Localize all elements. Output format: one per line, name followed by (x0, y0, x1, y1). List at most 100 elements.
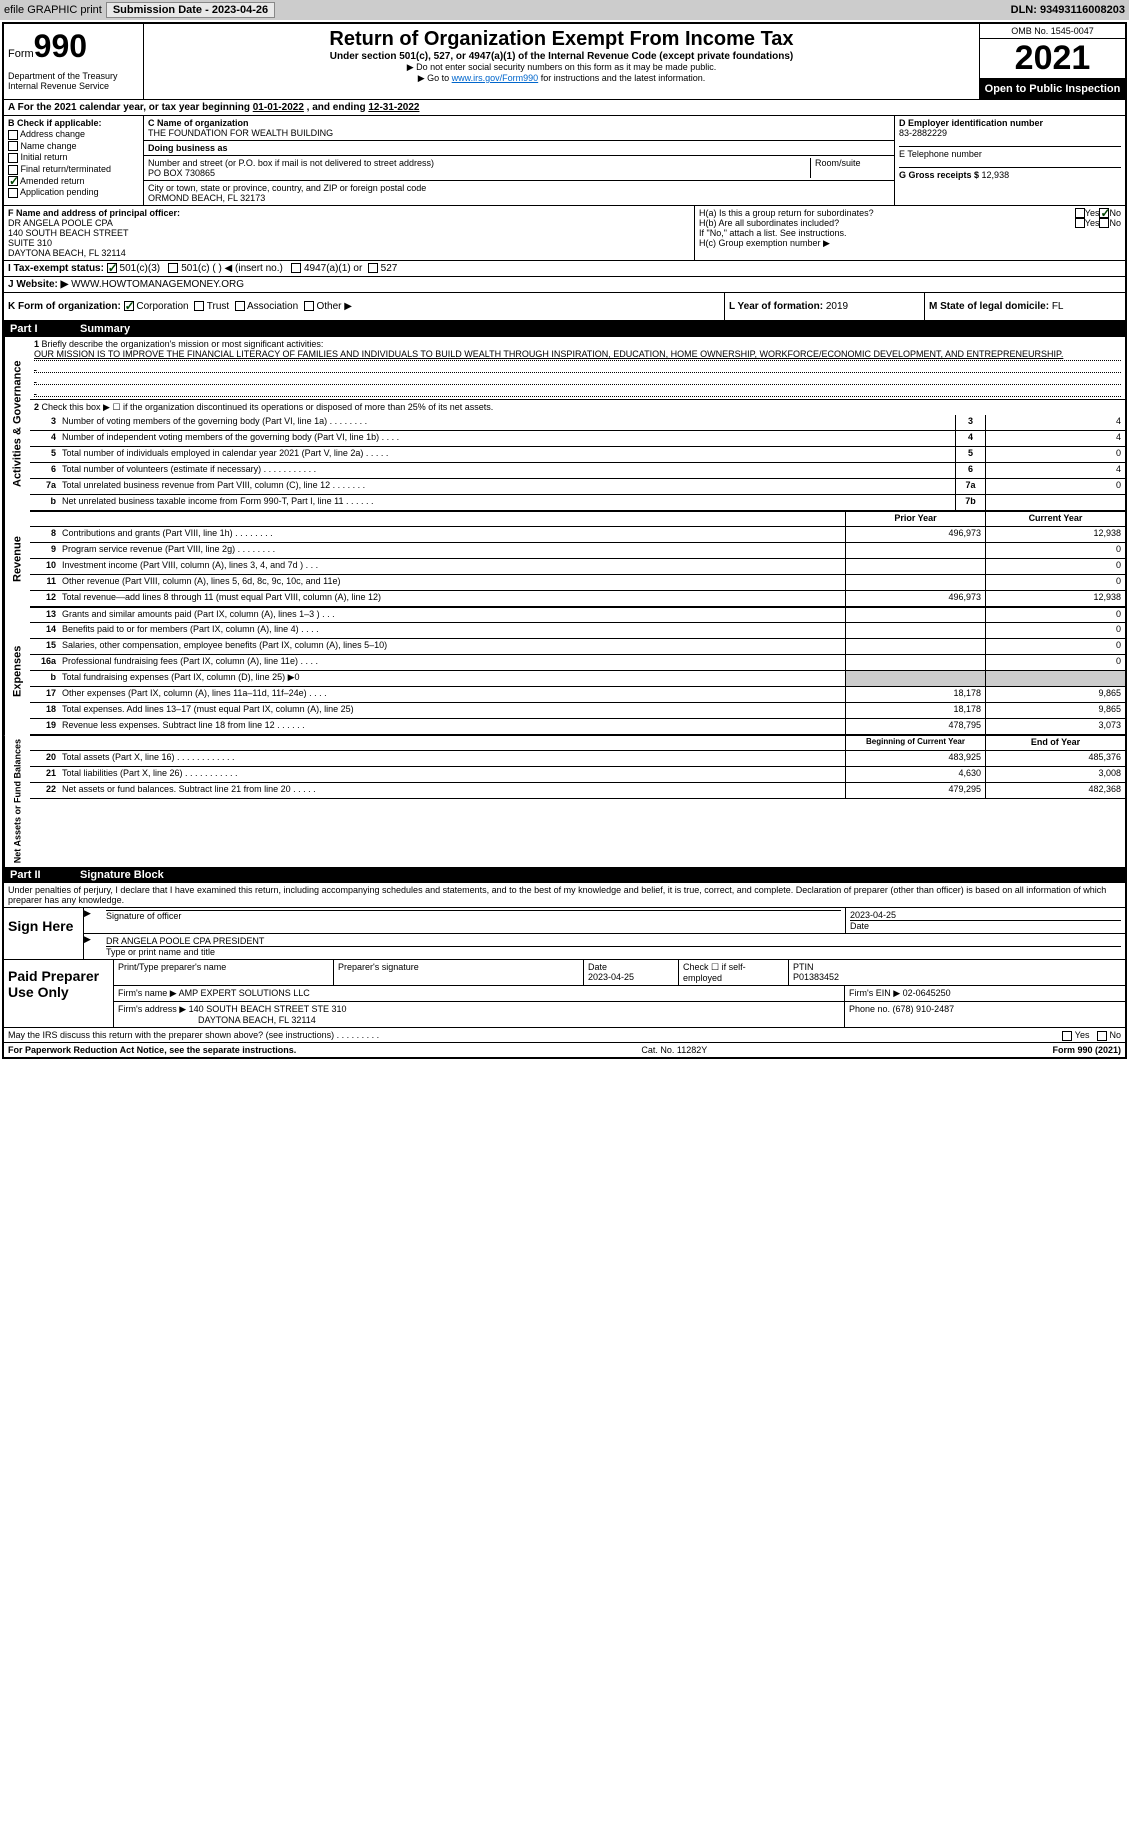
revenue-section: Revenue Prior YearCurrent Year 8Contribu… (4, 511, 1125, 607)
line-1: 1 Briefly describe the organization's mi… (30, 337, 1125, 400)
signature-declaration: Under penalties of perjury, I declare th… (4, 883, 1125, 908)
city-row: City or town, state or province, country… (144, 181, 894, 205)
discuss-yes[interactable] (1062, 1031, 1072, 1041)
firm-phone: (678) 910-2487 (893, 1004, 955, 1014)
efile-label: efile GRAPHIC print (4, 4, 102, 16)
chk-assoc[interactable] (235, 301, 245, 311)
section-f: F Name and address of principal officer:… (4, 206, 695, 260)
sig-date: 2023-04-25 (850, 910, 1121, 920)
tel-label: E Telephone number (899, 149, 1121, 159)
arrow-icon: ▶ (84, 908, 102, 933)
chk-initial[interactable]: Initial return (8, 152, 139, 163)
irs-link[interactable]: www.irs.gov/Form990 (452, 73, 539, 83)
chk-amended[interactable]: Amended return (8, 176, 139, 187)
line6-val: 4 (985, 463, 1125, 478)
dln-label: DLN: 93493116008203 (1011, 4, 1125, 16)
period-end: 12-31-2022 (368, 102, 419, 113)
officer-city: DAYTONA BEACH, FL 32114 (8, 248, 690, 258)
side-label-net: Net Assets or Fund Balances (4, 735, 30, 867)
chk-other[interactable] (304, 301, 314, 311)
expenses-section: Expenses 13Grants and similar amounts pa… (4, 607, 1125, 735)
hb-yes[interactable] (1075, 218, 1085, 228)
line12-current: 12,938 (985, 591, 1125, 606)
side-label-expenses: Expenses (4, 607, 30, 735)
submission-date-button[interactable]: Submission Date - 2023-04-26 (106, 2, 275, 18)
officer-addr1: 140 SOUTH BEACH STREET (8, 228, 690, 238)
discuss-no[interactable] (1097, 1031, 1107, 1041)
form-header: Form990 Department of the Treasury Inter… (4, 24, 1125, 100)
section-h: H(a) Is this a group return for subordin… (695, 206, 1125, 260)
officer-row: F Name and address of principal officer:… (4, 206, 1125, 261)
firm-addr2: DAYTONA BEACH, FL 32114 (118, 1015, 840, 1025)
website-value: WWW.HOWTOMANAGEMONEY.ORG (71, 279, 244, 290)
period-begin: 01-01-2022 (253, 102, 304, 113)
note-ssn: ▶ Do not enter social security numbers o… (148, 62, 975, 73)
cat-number: Cat. No. 11282Y (296, 1045, 1052, 1055)
chk-501c[interactable] (168, 263, 178, 273)
section-m: M State of legal domicile: FL (925, 293, 1125, 320)
section-b: B Check if applicable: Address change Na… (4, 116, 144, 205)
section-c: C Name of organization THE FOUNDATION FO… (144, 116, 895, 205)
section-j: J Website: ▶ WWW.HOWTOMANAGEMONEY.ORG (4, 277, 1125, 293)
line5-val: 0 (985, 447, 1125, 462)
chk-501c3[interactable] (107, 263, 117, 273)
chk-final[interactable]: Final return/terminated (8, 164, 139, 175)
section-b-label: B Check if applicable: (8, 118, 139, 128)
part-1-header: Part I Summary (4, 321, 1125, 337)
line12-prior: 496,973 (845, 591, 985, 606)
chk-application[interactable]: Application pending (8, 187, 139, 198)
header-center: Return of Organization Exempt From Incom… (144, 24, 980, 99)
section-k-l-m: K Form of organization: Corporation Trus… (4, 293, 1125, 321)
line-2: 2 Check this box ▶ ☐ if the organization… (30, 400, 1125, 415)
ha-no[interactable] (1099, 208, 1109, 218)
sign-here-block: Sign Here ▶ Signature of officer 2023-04… (4, 908, 1125, 960)
entity-block: B Check if applicable: Address change Na… (4, 116, 1125, 206)
line8-current: 12,938 (985, 527, 1125, 542)
section-l: L Year of formation: 2019 (725, 293, 925, 320)
firm-name: AMP EXPERT SOLUTIONS LLC (179, 988, 310, 998)
chk-trust[interactable] (194, 301, 204, 311)
line3-val: 4 (985, 415, 1125, 430)
org-name: THE FOUNDATION FOR WEALTH BUILDING (148, 128, 890, 138)
ptin-value: P01383452 (793, 972, 1121, 982)
mission-text: OUR MISSION IS TO IMPROVE THE FINANCIAL … (34, 349, 1121, 361)
room-suite: Room/suite (810, 158, 890, 178)
hb-no[interactable] (1099, 218, 1109, 228)
paperwork-notice: For Paperwork Reduction Act Notice, see … (8, 1045, 296, 1055)
department-label: Department of the Treasury Internal Reve… (8, 65, 139, 91)
org-name-row: C Name of organization THE FOUNDATION FO… (144, 116, 894, 141)
sign-here-label: Sign Here (4, 908, 84, 959)
section-k: K Form of organization: Corporation Trus… (4, 293, 725, 320)
header-left: Form990 Department of the Treasury Inter… (4, 24, 144, 99)
prep-date: 2023-04-25 (588, 972, 674, 982)
tax-year: 2021 (980, 39, 1125, 79)
chk-corp[interactable] (124, 301, 134, 311)
activities-governance: Activities & Governance 1 Briefly descri… (4, 337, 1125, 511)
paid-preparer-label: Paid Preparer Use Only (4, 960, 114, 1027)
chk-527[interactable] (368, 263, 378, 273)
street-row: Number and street (or P.O. box if mail i… (144, 156, 894, 181)
form-label: Form (8, 48, 34, 60)
line7b-val (985, 495, 1125, 510)
officer-addr2: SUITE 310 (8, 238, 690, 248)
form-number: 990 (34, 28, 87, 64)
gross-receipts: G Gross receipts $ 12,938 (899, 167, 1121, 180)
firm-ein: 02-0645250 (903, 988, 951, 998)
chk-name[interactable]: Name change (8, 141, 139, 152)
part-2-header: Part II Signature Block (4, 867, 1125, 883)
firm-addr1: 140 SOUTH BEACH STREET STE 310 (189, 1004, 347, 1014)
ha-yes[interactable] (1075, 208, 1085, 218)
note-link: ▶ Go to www.irs.gov/Form990 for instruct… (148, 73, 975, 84)
chk-4947[interactable] (291, 263, 301, 273)
chk-address[interactable]: Address change (8, 129, 139, 140)
net-assets-section: Net Assets or Fund Balances Beginning of… (4, 735, 1125, 867)
open-to-public: Open to Public Inspection (980, 79, 1125, 99)
line8-prior: 496,973 (845, 527, 985, 542)
header-right: OMB No. 1545-0047 2021 Open to Public In… (980, 24, 1125, 99)
arrow-icon: ▶ (84, 934, 102, 959)
hc-label: H(c) Group exemption number ▶ (699, 238, 1121, 249)
ein-value: 83-2882229 (899, 128, 1121, 138)
section-i: I Tax-exempt status: 501(c)(3) 501(c) ( … (4, 261, 1125, 277)
form-subtitle: Under section 501(c), 527, or 4947(a)(1)… (148, 51, 975, 62)
street-address: PO BOX 730865 (148, 168, 810, 178)
